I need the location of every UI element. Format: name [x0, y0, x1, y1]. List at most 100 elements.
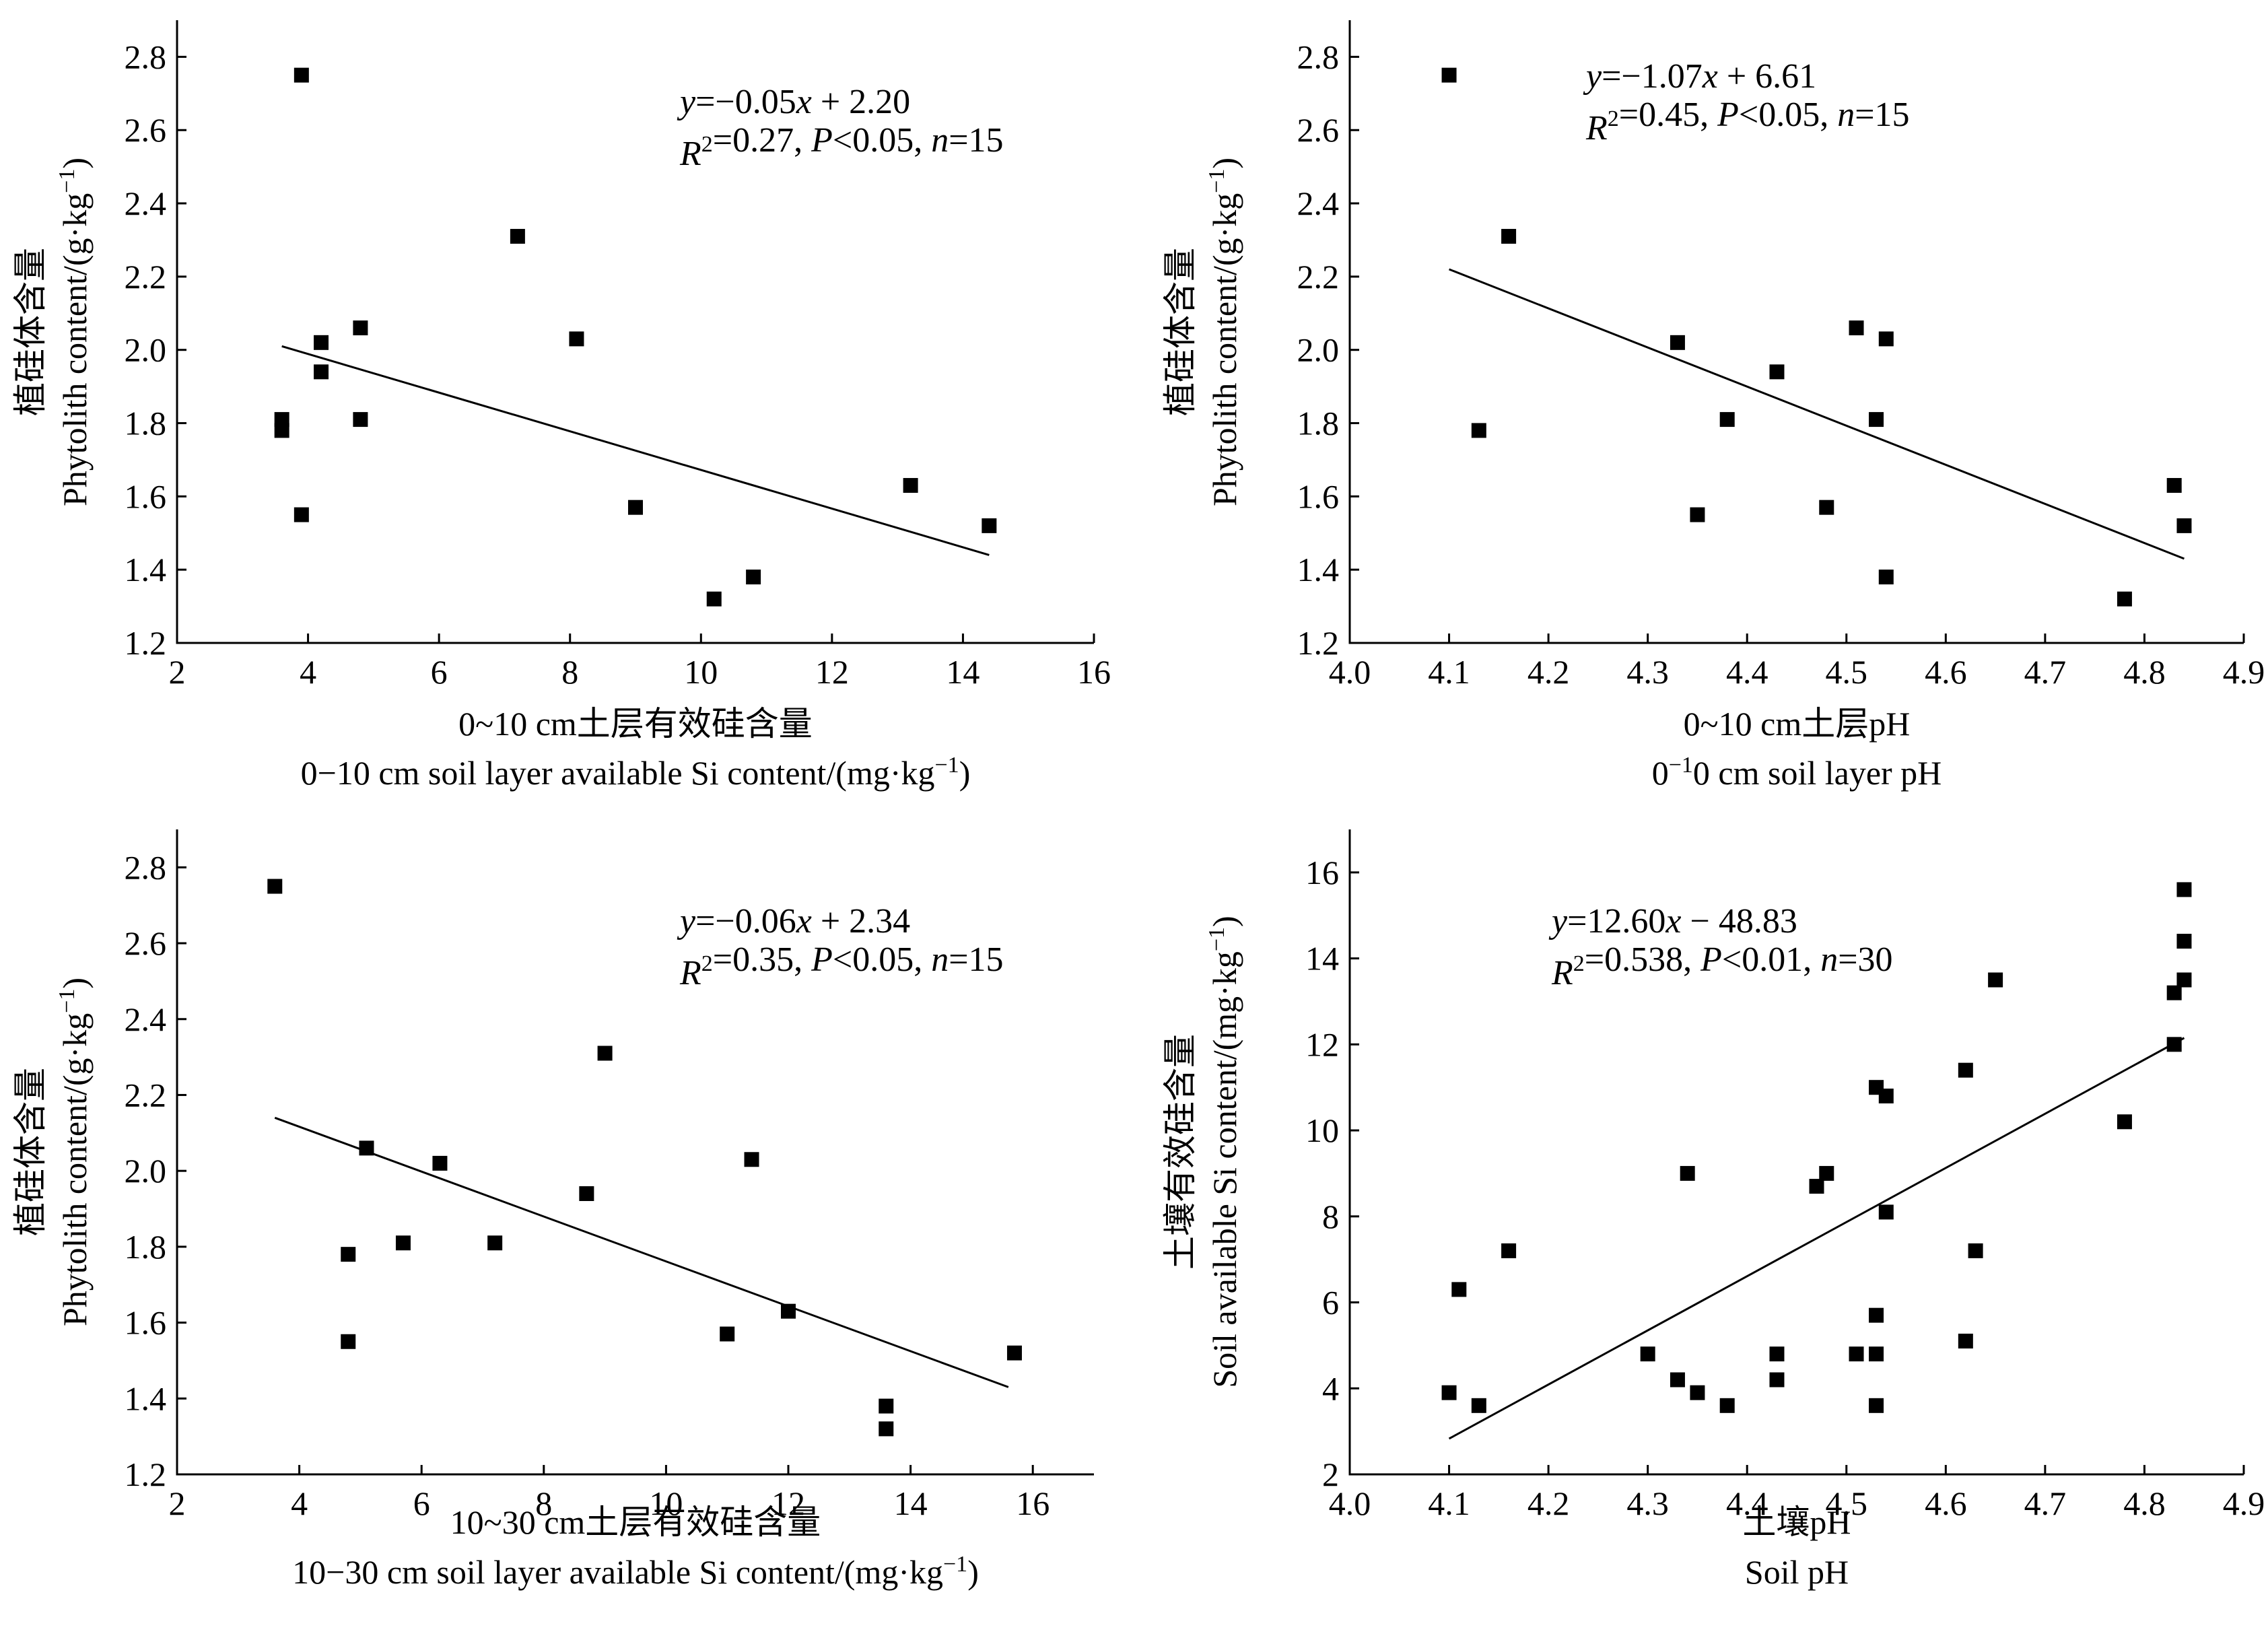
x-axis-label-cn: 0~10 cm土层pH [1684, 705, 1911, 743]
x-tick-label: 4.2 [1527, 653, 1570, 691]
data-point [720, 1326, 735, 1342]
y-tick-label: 1.8 [125, 1228, 167, 1266]
data-point [903, 478, 918, 493]
data-point [2166, 1037, 2182, 1052]
chart-panel-3: 2 4 6 8 10 12 14 16 1.2 1.4 1.6 1.8 2.0 2.2 2.4 2.6 2.8 y… [11, 829, 1094, 1591]
data-point [359, 1140, 374, 1156]
y-tick-label: 2.6 [125, 924, 167, 962]
y-tick-label: 16 [1305, 854, 1339, 891]
data-point [1501, 229, 1517, 244]
data-point [1809, 1179, 1824, 1194]
data-point [294, 507, 309, 522]
y-axis-label-en: Phytolith content/(g·kg−1) [55, 158, 94, 506]
x-tick-label: 4.7 [2024, 1484, 2067, 1522]
x-axis-label-en: Soil pH [1745, 1553, 1849, 1591]
data-point [2117, 1114, 2132, 1130]
data-point [1769, 1346, 1785, 1362]
x-tick-label: 4.8 [2123, 1484, 2166, 1522]
x-tick-label: 4.0 [1329, 653, 1371, 691]
x-axis-label-en: 10−30 cm soil layer available Si content… [292, 1552, 979, 1591]
data-point [353, 412, 368, 427]
x-tick-label: 4.2 [1527, 1484, 1570, 1522]
data-point [274, 423, 289, 438]
x-tick-label: 4.7 [2024, 653, 2067, 691]
y-axis-label: 植硅体含量 Phytolith content/(g·kg−1) [11, 158, 94, 506]
data-point [1988, 972, 2003, 988]
data-point [1958, 1062, 1973, 1078]
data-point [1719, 1398, 1735, 1413]
x-tick-label: 4.6 [1925, 1484, 1967, 1522]
data-point [628, 500, 643, 515]
y-tick-label: 2.2 [1297, 258, 1340, 296]
data-point [341, 1334, 356, 1349]
data-point [1769, 1372, 1785, 1388]
x-axis-label-cn: 10~30 cm土层有效硅含量 [450, 1503, 821, 1541]
x-tick-label: 6 [413, 1484, 430, 1522]
data-point [432, 1155, 448, 1171]
x-tick-label: 4.5 [1826, 1484, 1868, 1522]
regression-line [1449, 268, 2185, 560]
x-tick-label: 2 [169, 653, 186, 691]
axis-lines [176, 829, 1094, 1476]
x-tick-label: 12 [815, 653, 849, 691]
y-tick-label: 1.4 [125, 551, 167, 588]
y-tick-label: 2.4 [1297, 184, 1340, 222]
y-axis-label-cn: 植硅体含量 [11, 248, 49, 416]
x-tick-label: 4.6 [1925, 653, 1967, 691]
data-point [2117, 591, 2132, 607]
data-point [1670, 335, 1685, 350]
y-axis-label-en: Soil available Si content/(mg·kg−1) [1204, 916, 1243, 1388]
x-tick-label: 14 [946, 653, 980, 691]
data-point [2176, 934, 2192, 949]
y-axis-label-cn: 土壤有效硅含量 [1161, 1034, 1199, 1270]
data-point [314, 335, 329, 350]
data-point [1471, 423, 1486, 438]
y-tick-label: 6 [1322, 1284, 1339, 1322]
y-tick-label: 2.0 [125, 1152, 167, 1190]
data-point [1441, 1385, 1457, 1400]
y-tick-label: 2.0 [1297, 331, 1340, 369]
y-tick-label: 4 [1322, 1369, 1339, 1407]
x-tick-label: 4.4 [1726, 1484, 1768, 1522]
y-axis-label: 植硅体含量 Phytolith content/(g·kg−1) [11, 978, 94, 1326]
y-axis-label-en: Phytolith content/(g·kg−1) [1204, 158, 1243, 506]
x-tick-label: 4.1 [1428, 653, 1470, 691]
data-point [1878, 570, 1894, 585]
y-tick-label: 1.8 [1297, 405, 1340, 442]
regression-equation: y=−0.06x + 2.34 [677, 902, 910, 940]
regression-stats: R2=0.27, P<0.05, n=15 [679, 121, 1004, 173]
x-axis-label-en: 0−10 cm soil layer available Si content/… [301, 753, 971, 792]
y-axis-label-cn: 植硅体含量 [11, 1068, 49, 1236]
y-tick-label: 2.8 [1297, 38, 1340, 75]
data-point [1869, 1346, 1884, 1362]
y-tick-label: 12 [1305, 1025, 1339, 1063]
x-axis-label-en: 0−10 cm soil layer pH [1652, 753, 1942, 792]
data-point [1471, 1398, 1486, 1413]
regression-line [281, 345, 990, 556]
x-tick-label: 4.0 [1329, 1484, 1371, 1522]
data-point [1878, 331, 1894, 347]
y-tick-label: 2.6 [125, 111, 167, 149]
data-point [1006, 1345, 1022, 1361]
axis-lines [176, 20, 1094, 644]
y-tick-label: 1.2 [125, 1456, 167, 1493]
x-tick-label: 4 [300, 653, 316, 691]
y-tick-label: 2.8 [125, 848, 167, 886]
y-tick-label: 14 [1305, 940, 1339, 978]
data-point [1501, 1243, 1517, 1258]
data-point [1819, 1165, 1834, 1181]
data-point [2176, 882, 2192, 897]
regression-line [1448, 1037, 2185, 1440]
x-axis-label-cn: 0~10 cm土层有效硅含量 [458, 705, 813, 743]
data-point [2176, 972, 2192, 988]
x-tick-label: 8 [535, 1484, 552, 1522]
x-tick-label: 16 [1077, 653, 1111, 691]
y-tick-label: 1.4 [1297, 551, 1340, 588]
y-tick-label: 2.2 [125, 258, 167, 296]
y-tick-label: 2.2 [125, 1076, 167, 1114]
y-tick-label: 1.4 [125, 1379, 167, 1417]
data-point [1690, 507, 1705, 522]
y-tick-label: 10 [1305, 1111, 1339, 1149]
data-point [2166, 478, 2182, 493]
